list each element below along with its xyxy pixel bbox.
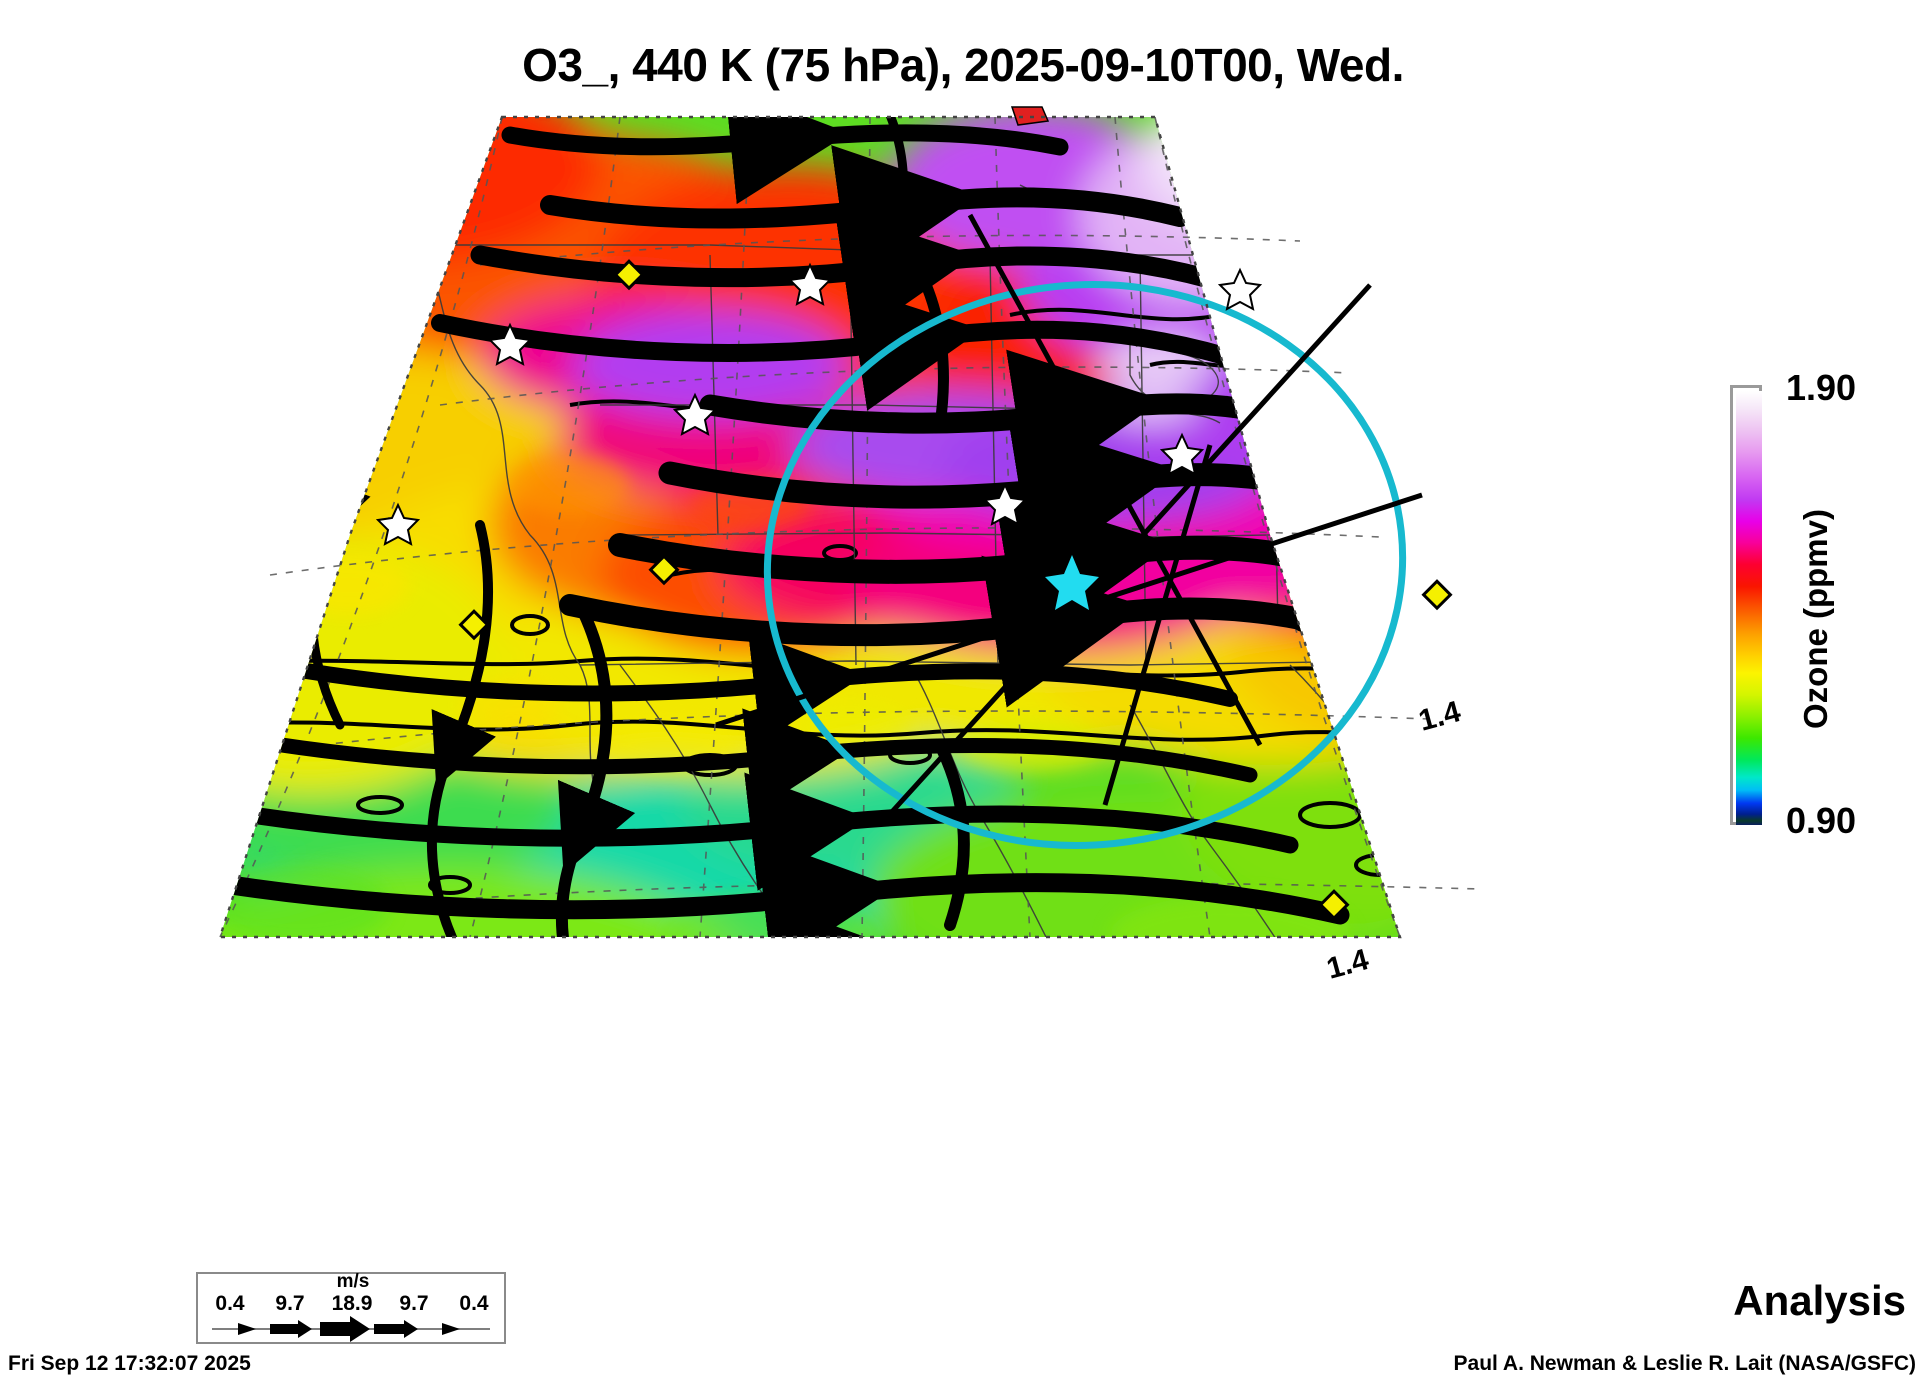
map-panel: 1.4 1.4	[150, 105, 1570, 1265]
map-markers	[375, 106, 1453, 921]
wind-value-2: 18.9	[331, 1292, 373, 1315]
flight-tracks	[715, 213, 1423, 827]
colorbar-frame	[1730, 385, 1762, 825]
colorbar-gradient	[1736, 391, 1762, 825]
analysis-label: Analysis	[1733, 1277, 1906, 1324]
station-marker	[375, 262, 1263, 546]
waypoint-diamond	[458, 259, 1453, 921]
contour-label-2: 1.4	[1323, 943, 1372, 986]
wind-legend-units: m/s	[336, 1271, 370, 1292]
wind-value-0: 0.4	[215, 1292, 245, 1315]
wind-speed-legend: m/s 0.4 9.7 18.9 9.7 0.4	[196, 1271, 506, 1344]
ozone-map: 1.4 1.4	[218, 106, 1481, 986]
colorbar-max-label: 1.90	[1786, 367, 1857, 408]
colorbar: 1.90 0.90 Ozone (ppmv)	[1730, 367, 1926, 841]
wind-legend-arrows	[212, 1316, 490, 1342]
colorbar-axis-label: Ozone (ppmv)	[1797, 509, 1834, 729]
colorbar-min-label: 0.90	[1786, 800, 1857, 841]
map-boundary	[218, 115, 1402, 939]
base-site-marker	[1045, 555, 1099, 610]
wind-value-4: 0.4	[459, 1292, 489, 1315]
author-credit: Paul A. Newman & Leslie R. Lait (NASA/GS…	[1453, 1352, 1916, 1375]
wind-value-3: 9.7	[399, 1292, 429, 1315]
flight-circle	[763, 281, 1407, 849]
page-title: O3_, 440 K (75 hPa), 2025-09-10T00, Wed.	[522, 39, 1404, 91]
wind-value-1: 9.7	[275, 1292, 305, 1315]
contour-label-1: 1.4	[1415, 695, 1464, 738]
render-timestamp: Fri Sep 12 17:32:07 2025	[8, 1352, 251, 1375]
